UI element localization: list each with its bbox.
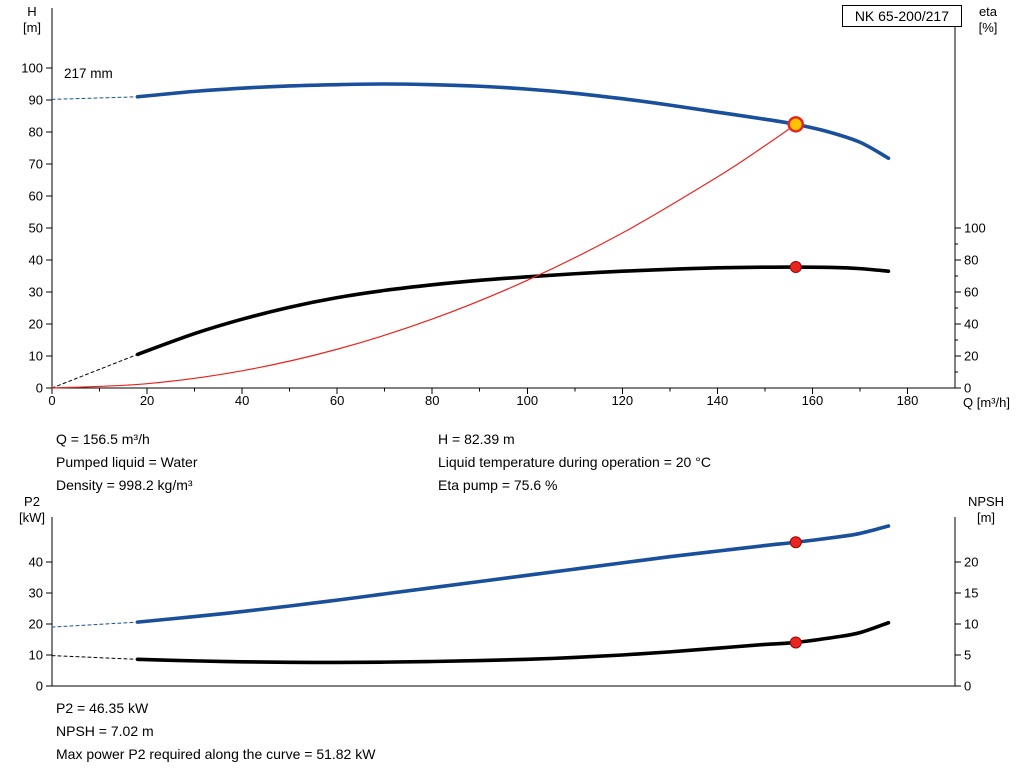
x-tick-label: 0 — [48, 393, 55, 408]
head-curve — [135, 82, 891, 161]
eta-curve — [135, 265, 891, 357]
density-value: Density = 998.2 kg/m³ — [56, 477, 193, 493]
q-axis-title: Q [m³/h] — [963, 395, 1010, 410]
impeller-diameter-label: 217 mm — [64, 66, 113, 81]
p2-curve-extrapolation — [51, 621, 139, 628]
x-tick-label: 40 — [235, 393, 249, 408]
eta-duty-point — [789, 261, 802, 274]
left-tick-label: 90 — [29, 93, 43, 108]
npsh-axis-title-symbol: NPSH — [967, 494, 1005, 509]
left-tick-label: 50 — [29, 221, 43, 236]
max-p2-value: Max power P2 required along the curve = … — [56, 746, 376, 762]
x-tick-label: 120 — [611, 393, 633, 408]
pumped-liquid: Pumped liquid = Water — [56, 454, 198, 470]
right-tick-label: 20 — [964, 349, 978, 364]
x-tick-label: 20 — [140, 393, 154, 408]
left-tick-label: 60 — [29, 189, 43, 204]
left-tick-label: 30 — [29, 585, 43, 600]
qh-eta-chart: 0 10 20 30 40 50 60 70 80 90 100 0 20 40 60 80 100 0 20 40 6… — [21, 8, 986, 408]
left-tick-label: 10 — [29, 349, 43, 364]
right-tick-label: 0 — [964, 381, 971, 396]
left-tick-label: 0 — [36, 381, 43, 396]
p2-axis-title-unit: [kW] — [19, 510, 45, 525]
right-tick-label: 40 — [964, 317, 978, 332]
left-tick-label: 20 — [29, 317, 43, 332]
head-curve-extrapolation — [51, 96, 139, 100]
npsh-axis-title-unit: [m] — [976, 510, 996, 525]
h-axis-title-unit: [m] — [22, 20, 42, 35]
x-tick-label: 100 — [516, 393, 538, 408]
left-tick-label: 20 — [29, 616, 43, 631]
left-tick-label: 80 — [29, 125, 43, 140]
p2-value: P2 = 46.35 kW — [56, 700, 149, 716]
x-tick-label: 140 — [707, 393, 729, 408]
eta-curve-extrapolation — [51, 353, 139, 389]
left-tick-label: 30 — [29, 285, 43, 300]
p2-axis-title: P2 [kW] — [10, 494, 54, 526]
right-tick-label: 15 — [964, 585, 978, 600]
right-tick-label: 60 — [964, 285, 978, 300]
npsh-value: NPSH = 7.02 m — [56, 723, 154, 739]
x-tick-label: 60 — [330, 393, 344, 408]
x-tick-label: 80 — [425, 393, 439, 408]
duty-info-left: Q = 156.5 m³/h Pumped liquid = Water Den… — [56, 428, 198, 497]
npsh-axis-title: NPSH [m] — [958, 494, 1014, 526]
p2-axis-title-symbol: P2 — [24, 494, 40, 509]
p2-npsh-chart: 0 10 20 30 40 0 5 10 15 20 — [29, 517, 978, 694]
h-axis-title-symbol: H — [27, 4, 37, 19]
duty-point — [787, 116, 805, 133]
system-curve — [51, 123, 797, 389]
npsh-curve-extrapolation — [51, 655, 139, 660]
left-tick-label: 40 — [29, 253, 43, 268]
liquid-temperature: Liquid temperature during operation = 20… — [438, 454, 711, 470]
eta-axis-title-unit: [%] — [978, 20, 998, 35]
left-tick-label: 0 — [36, 679, 43, 694]
npsh-curve — [135, 620, 891, 665]
right-tick-label: 0 — [964, 679, 971, 694]
right-tick-label: 5 — [964, 647, 971, 662]
power-info: P2 = 46.35 kW NPSH = 7.02 m Max power P2… — [56, 697, 375, 766]
right-tick-label: 100 — [964, 221, 986, 236]
x-tick-label: 160 — [802, 393, 824, 408]
p2-duty-point — [789, 536, 802, 549]
right-tick-label: 80 — [964, 253, 978, 268]
duty-info-right: H = 82.39 m Liquid temperature during op… — [438, 428, 711, 497]
eta-axis-title-symbol: eta — [978, 4, 998, 19]
left-tick-label: 10 — [29, 647, 43, 662]
flow-value: Q = 156.5 m³/h — [56, 431, 150, 447]
left-tick-label: 40 — [29, 554, 43, 569]
left-tick-label: 100 — [21, 61, 43, 76]
left-tick-label: 70 — [29, 157, 43, 172]
x-tick-label: 180 — [897, 393, 919, 408]
eta-axis-title: eta [%] — [966, 4, 1010, 36]
pump-model-badge: NK 65-200/217 — [841, 5, 962, 27]
h-axis-title: H [m] — [12, 4, 52, 36]
npsh-duty-point — [789, 636, 802, 649]
right-tick-label: 10 — [964, 616, 978, 631]
right-tick-label: 20 — [964, 554, 978, 569]
p2-curve — [135, 524, 891, 624]
head-value: H = 82.39 m — [438, 431, 515, 447]
eta-pump-value: Eta pump = 75.6 % — [438, 477, 558, 493]
